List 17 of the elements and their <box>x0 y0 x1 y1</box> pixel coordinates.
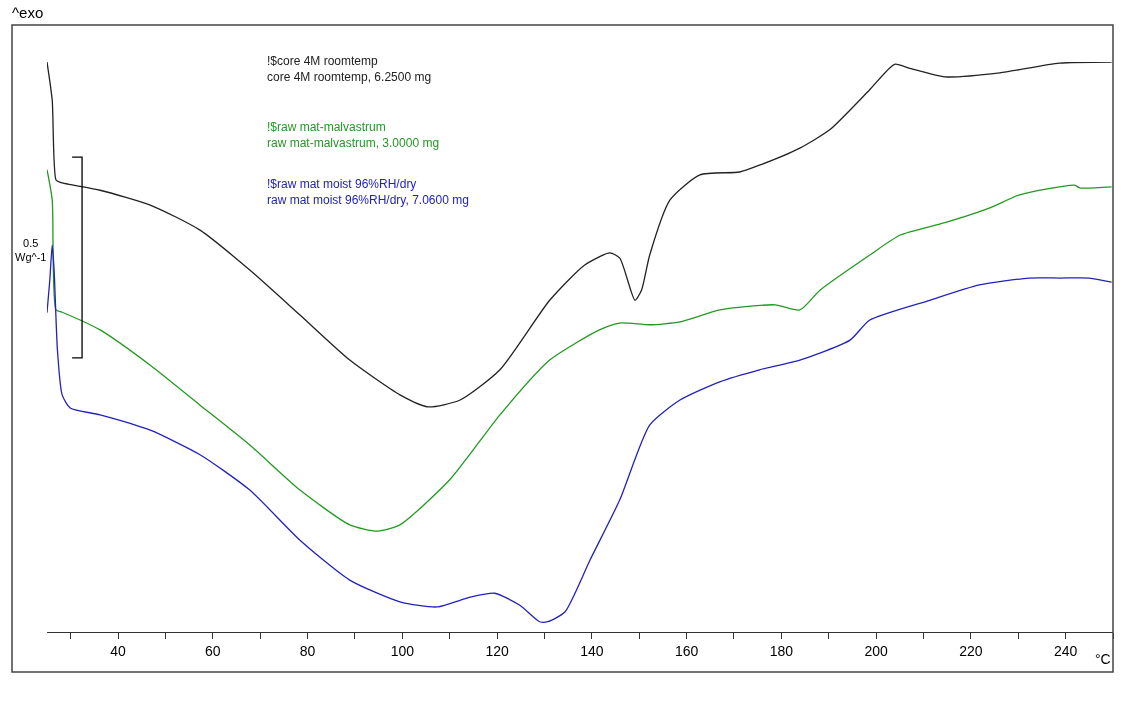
x-tick-label: 80 <box>299 642 316 659</box>
x-tick-label: 40 <box>110 642 127 659</box>
x-tick-label: 140 <box>580 642 604 659</box>
y-axis-title: ^exo <box>12 4 44 21</box>
x-tick-label: 180 <box>769 642 794 659</box>
x-tick-label: 220 <box>959 642 983 659</box>
x-tick-label: 160 <box>674 642 699 659</box>
text: !$core 4M roomtemp core 4M roomtemp, 6.2500 mg <box>267 54 432 84</box>
x-tick-label: 200 <box>864 642 888 659</box>
text: !$raw mat moist 96%RH/dry raw mat moist 96%RH/dry, 7.0600 mg <box>267 177 469 207</box>
x-tick-label: 240 <box>1053 642 1078 659</box>
text: !$raw mat-malvastrum raw mat-malvastrum, 3.0000 mg <box>267 120 440 150</box>
text: 0.5 Wg^-1 <box>15 237 47 264</box>
x-tick-label: 60 <box>205 642 221 659</box>
x-axis-title: °C <box>1095 651 1111 667</box>
x-tick-label: 120 <box>485 642 509 659</box>
x-tick-label: 100 <box>390 642 415 659</box>
